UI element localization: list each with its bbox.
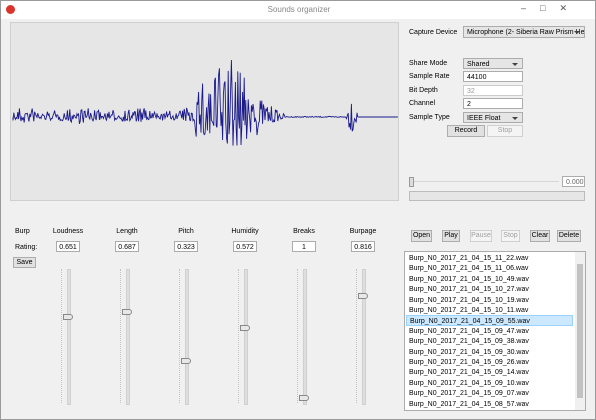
slider-value[interactable]: 0.572 (233, 241, 257, 252)
slider-name: Pitch (178, 228, 194, 235)
slider-name: Breaks (293, 228, 315, 235)
slider-track (185, 269, 189, 405)
setting-combo[interactable]: Shared (463, 58, 523, 69)
file-item[interactable]: Burp_N0_2017_21_04_15_09_47.wav (409, 327, 529, 335)
slider-name: Length (116, 228, 138, 235)
slider-thumb[interactable] (122, 309, 132, 315)
slider-name: Loudness (52, 228, 84, 235)
position-value[interactable]: 0.000 (562, 176, 585, 187)
file-item[interactable]: Burp_N0_2017_21_04_15_10_49.wav (409, 275, 529, 283)
slider-thumb[interactable] (299, 395, 309, 401)
player-button[interactable]: Delete (557, 230, 581, 242)
slider-ticks (297, 269, 299, 403)
file-item[interactable]: Burp_N0_2017_21_04_15_10_11.wav (409, 307, 529, 314)
file-item[interactable]: Burp_N0_2017_21_04_15_10_27.wav (409, 286, 529, 294)
slider-track (362, 269, 366, 405)
player-button[interactable]: Clear (530, 230, 550, 242)
slider-thumb[interactable] (63, 314, 73, 320)
slider-ticks (120, 269, 122, 403)
setting-label: Sample Rate (409, 73, 450, 80)
setting-label: Bit Depth (409, 87, 438, 94)
waveform-path (12, 59, 398, 146)
slider-value[interactable]: 0.687 (115, 241, 139, 252)
slider-ticks (356, 269, 358, 403)
slider-ticks (179, 269, 181, 403)
file-item[interactable]: Burp_N0_2017_21_04_15_09_07.wav (409, 390, 529, 398)
file-item[interactable]: Burp_N0_2017_21_04_15_09_30.wav (409, 348, 529, 356)
setting-combo[interactable]: IEEE Float (463, 112, 523, 123)
title-bar (1, 1, 595, 19)
setting-label: Channel (409, 100, 436, 107)
slider-value[interactable]: 0.816 (351, 241, 375, 252)
slider-thumb[interactable] (358, 293, 368, 299)
capture-label: Capture Device (409, 29, 458, 36)
player-button: Pause (470, 230, 492, 242)
slider-thumb[interactable] (240, 325, 250, 331)
slider-track (303, 269, 307, 405)
progress-bar (409, 191, 585, 201)
slider-track (67, 269, 71, 405)
rating-label: Rating: (15, 244, 38, 251)
save-button[interactable]: Save (13, 257, 36, 268)
window-title: Sounds organizer (267, 5, 331, 14)
setting-input[interactable]: 44100 (463, 71, 523, 82)
slider-track (244, 269, 248, 405)
player-button[interactable]: Play (442, 230, 460, 242)
stop-record-button: Stop (487, 125, 523, 137)
file-item[interactable]: Burp_N0_2017_21_04_15_09_10.wav (409, 379, 529, 387)
player-button: Stop (501, 230, 520, 242)
setting-label: Sample Type (409, 114, 450, 121)
file-item[interactable]: Burp_N0_2017_21_04_15_08_57.wav (409, 400, 529, 408)
file-item[interactable]: Burp_N0_2017_21_04_15_10_19.wav (409, 296, 529, 304)
file-item[interactable]: Burp_N0_2017_21_04_15_11_22.wav (409, 255, 529, 262)
waveform (10, 22, 399, 201)
file-item[interactable]: Burp_N0_2017_21_04_15_09_14.wav (409, 369, 529, 377)
capture-device[interactable]: Microphone (2- Siberia Raw Prism Heads (463, 26, 585, 38)
app-icon (6, 5, 15, 14)
slider-name: Burpage (349, 228, 377, 235)
scroll-thumb[interactable] (577, 264, 583, 398)
slider-track (126, 269, 130, 405)
player-button[interactable]: Open (411, 230, 432, 242)
position-thumb[interactable] (409, 177, 414, 187)
position-track (410, 181, 559, 182)
slider-thumb[interactable] (181, 358, 191, 364)
slider-name: Humidity (231, 228, 259, 235)
rating-title: Burp (15, 228, 30, 235)
slider-ticks (61, 269, 63, 403)
file-list (404, 251, 586, 411)
slider-value[interactable]: 0.323 (174, 241, 198, 252)
slider-ticks (238, 269, 240, 403)
slider-value[interactable]: 0.651 (56, 241, 80, 252)
record-button[interactable]: Record (447, 125, 485, 137)
file-item[interactable]: Burp_N0_2017_21_04_15_11_06.wav (409, 265, 529, 273)
setting-label: Share Mode (409, 60, 448, 67)
file-item[interactable]: Burp_N0_2017_21_04_15_09_55.wav (406, 315, 573, 327)
file-item[interactable]: Burp_N0_2017_21_04_15_09_26.wav (409, 359, 529, 366)
setting-input[interactable]: 32 (463, 85, 523, 96)
file-item[interactable]: Burp_N0_2017_21_04_15_09_38.wav (409, 338, 529, 346)
slider-value[interactable]: 1 (292, 241, 316, 252)
setting-input[interactable]: 2 (463, 98, 523, 109)
window-controls[interactable]: –□✕ (521, 3, 581, 13)
